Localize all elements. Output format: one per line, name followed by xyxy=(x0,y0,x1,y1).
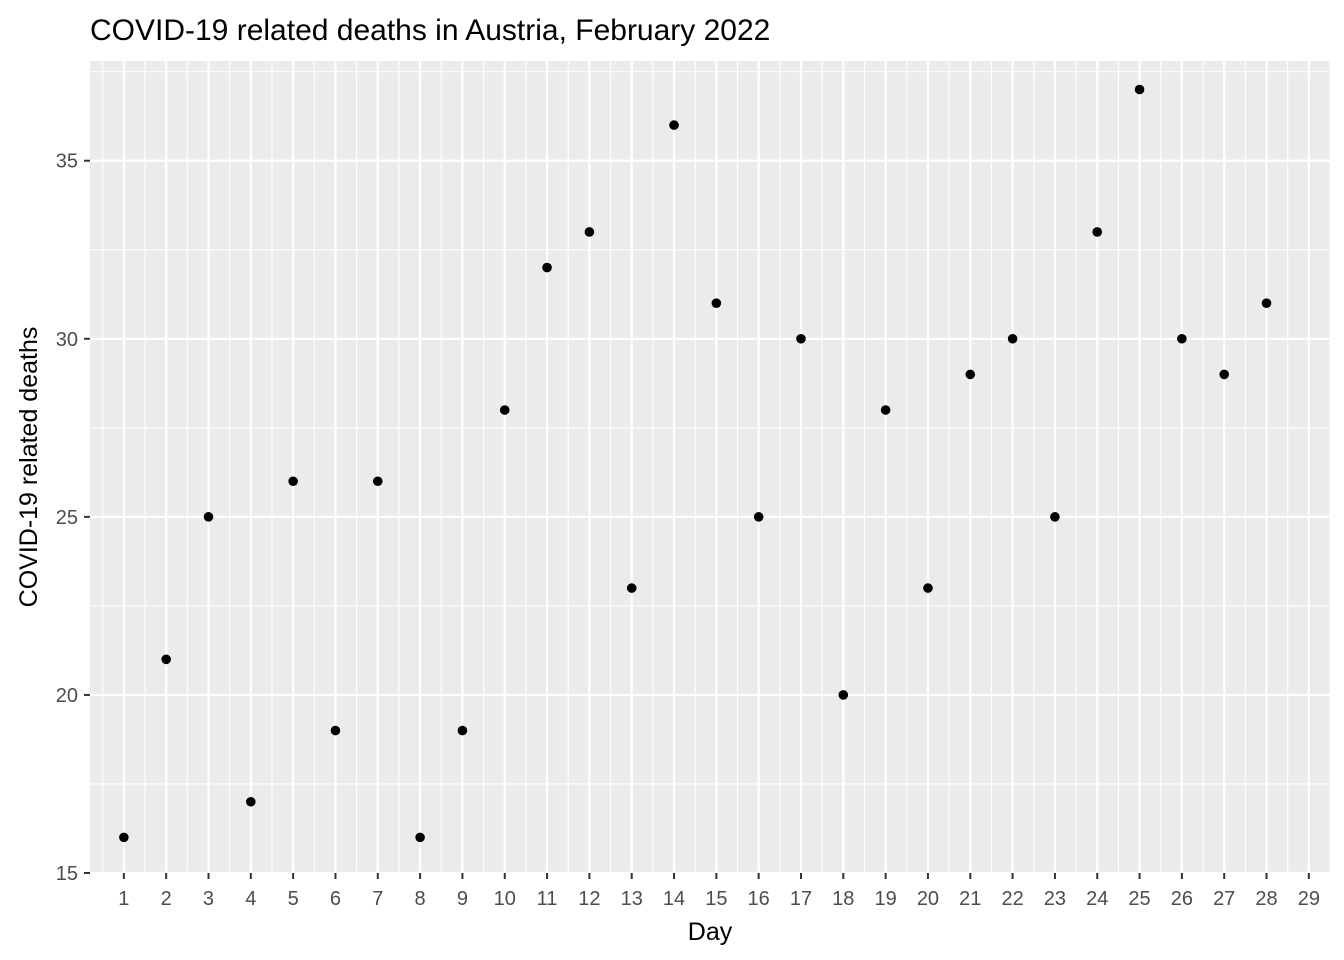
x-tick-label: 20 xyxy=(917,888,939,910)
data-point xyxy=(669,120,679,130)
x-tick-label: 6 xyxy=(330,888,341,910)
data-point xyxy=(203,512,214,522)
data-point xyxy=(1261,298,1272,308)
data-point xyxy=(1092,227,1103,237)
x-tick-label: 2 xyxy=(161,888,172,910)
x-tick-label: 26 xyxy=(1171,888,1193,910)
data-point xyxy=(753,512,764,522)
data-point xyxy=(542,262,552,273)
data-point xyxy=(457,725,468,736)
data-point xyxy=(372,476,383,487)
y-tick-label: 35 xyxy=(56,151,78,173)
data-point xyxy=(288,476,298,487)
x-tick-label: 16 xyxy=(748,888,770,910)
x-tick-label: 28 xyxy=(1255,888,1277,910)
data-point xyxy=(838,690,849,700)
x-tick-label: 11 xyxy=(537,888,558,910)
data-point xyxy=(499,405,510,415)
x-tick-label: 25 xyxy=(1128,888,1150,910)
data-points xyxy=(119,84,1272,843)
x-tick-label: 3 xyxy=(203,888,214,910)
x-tick-label: 21 xyxy=(959,888,981,910)
x-tick-label: 27 xyxy=(1213,888,1235,910)
y-axis-title: COVID-19 related deaths xyxy=(15,327,43,608)
data-point xyxy=(1177,333,1187,344)
data-point xyxy=(415,832,425,843)
x-tick-label: 12 xyxy=(578,888,600,910)
y-tick-label: 30 xyxy=(56,329,78,351)
x-tick-label: 1 xyxy=(118,888,129,910)
data-point xyxy=(584,227,595,237)
x-tick-label: 15 xyxy=(705,888,727,910)
y-tick-label: 20 xyxy=(56,685,78,707)
minor-gridlines xyxy=(90,61,1331,873)
x-tick-label: 13 xyxy=(621,888,643,910)
data-point xyxy=(923,583,933,593)
data-point xyxy=(965,369,976,380)
data-point xyxy=(796,333,806,344)
x-tick-label: 14 xyxy=(663,888,685,910)
major-gridlines xyxy=(90,61,1330,875)
x-tick-label: 22 xyxy=(1001,888,1023,910)
x-tick-label: 29 xyxy=(1298,888,1320,910)
data-point xyxy=(711,298,722,308)
data-point xyxy=(1007,333,1018,344)
x-tick-label: 10 xyxy=(494,888,516,910)
x-tick-label: 8 xyxy=(415,888,426,910)
data-point xyxy=(626,583,637,593)
plot-panel xyxy=(90,61,1330,873)
x-tick-label: 19 xyxy=(875,888,897,910)
x-tick-label: 24 xyxy=(1086,888,1108,910)
y-tick-label: 15 xyxy=(56,863,78,885)
data-point xyxy=(161,654,171,665)
x-tick-label: 5 xyxy=(288,888,299,910)
x-axis-ticks: 1 2 3 4 5 6 7 8 9 10 11 12 13 14 15 16 17 18 19 20 21 22 23 24 2… xyxy=(118,873,1320,910)
x-tick-label: 18 xyxy=(832,888,854,910)
data-point xyxy=(880,405,891,415)
y-tick-label: 25 xyxy=(56,507,78,529)
data-point xyxy=(1050,512,1060,522)
x-tick-label: 7 xyxy=(372,888,383,910)
x-tick-label: 17 xyxy=(790,888,812,910)
x-tick-label: 23 xyxy=(1044,888,1066,910)
data-point xyxy=(330,725,341,736)
x-tick-label: 4 xyxy=(245,888,256,910)
y-axis-ticks: 15 20 25 30 35 xyxy=(56,151,90,885)
data-point xyxy=(1219,369,1229,380)
data-point xyxy=(1134,84,1145,95)
x-tick-label: 9 xyxy=(457,888,468,910)
data-point xyxy=(119,832,129,843)
x-axis-title: Day xyxy=(688,918,733,946)
chart-title: COVID-19 related deaths in Austria, Febr… xyxy=(90,14,770,47)
data-point xyxy=(246,796,256,807)
